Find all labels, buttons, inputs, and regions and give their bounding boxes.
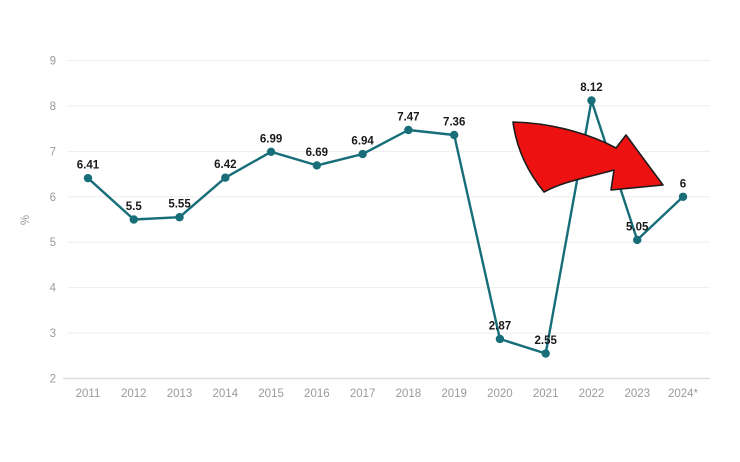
data-label-2022: 8.12: [580, 82, 602, 94]
x-tick-label-2013: 2013: [167, 388, 193, 400]
y-tick-label-2: 2: [50, 374, 56, 386]
data-point-2014: [221, 173, 230, 182]
data-point-2020: [495, 334, 505, 344]
x-tick-label-2018: 2018: [396, 388, 422, 400]
data-point-2011: [83, 173, 93, 183]
x-tick-label-2022: 2022: [579, 388, 605, 400]
data-label-2018: 7.47: [397, 111, 419, 123]
decline-arrow-annotation: [512, 121, 664, 193]
x-tick-label-2016: 2016: [304, 388, 330, 400]
data-label-2012: 5.5: [126, 201, 143, 213]
data-label-2019: 7.36: [443, 116, 465, 128]
data-label-2011: 6.41: [77, 160, 100, 172]
data-point-2022: [587, 96, 596, 105]
data-point-2017: [358, 149, 367, 159]
x-tick-label-2021: 2021: [533, 388, 559, 400]
y-tick-label-6: 6: [50, 192, 56, 204]
x-tick-label-2023: 2023: [624, 388, 650, 400]
data-point-2012: [129, 215, 138, 224]
x-tick-label-2012: 2012: [121, 388, 147, 400]
data-label-2020: 2.87: [489, 320, 511, 332]
data-label-2021: 2.55: [535, 335, 558, 347]
data-point-2019: [449, 130, 459, 140]
y-tick-label-3: 3: [50, 328, 56, 340]
data-point-2023: [633, 235, 642, 245]
data-point-2021: [541, 349, 550, 358]
x-tick-label-2015: 2015: [258, 388, 284, 400]
x-tick-label-2011: 2011: [76, 388, 101, 400]
data-point-2015: [266, 147, 276, 157]
y-tick-label-5: 5: [50, 237, 56, 249]
x-tick-label-2019: 2019: [441, 388, 467, 400]
y-tick-label-8: 8: [50, 101, 56, 113]
y-tick-label-7: 7: [50, 146, 56, 158]
y-tick-label-4: 4: [50, 283, 57, 295]
y-tick-label-9: 9: [50, 55, 56, 67]
data-label-2017: 6.94: [351, 136, 374, 148]
data-label-2024: 6: [680, 178, 686, 190]
data-label-2014: 6.42: [214, 159, 236, 171]
x-tick-label-2024: 2024*: [668, 388, 699, 400]
x-tick-label-2020: 2020: [487, 388, 513, 400]
data-point-2016: [312, 161, 322, 170]
x-tick-label-2014: 2014: [213, 388, 239, 400]
data-point-2013: [175, 213, 184, 222]
data-label-2023: 5.05: [626, 221, 649, 233]
x-tick-label-2017: 2017: [350, 388, 376, 400]
y-axis-title: %: [20, 215, 32, 225]
data-label-2016: 6.69: [306, 147, 328, 159]
data-label-2015: 6.99: [260, 133, 282, 145]
data-point-2024: [678, 192, 688, 201]
data-label-2013: 5.55: [168, 199, 191, 211]
data-point-2018: [404, 125, 413, 135]
